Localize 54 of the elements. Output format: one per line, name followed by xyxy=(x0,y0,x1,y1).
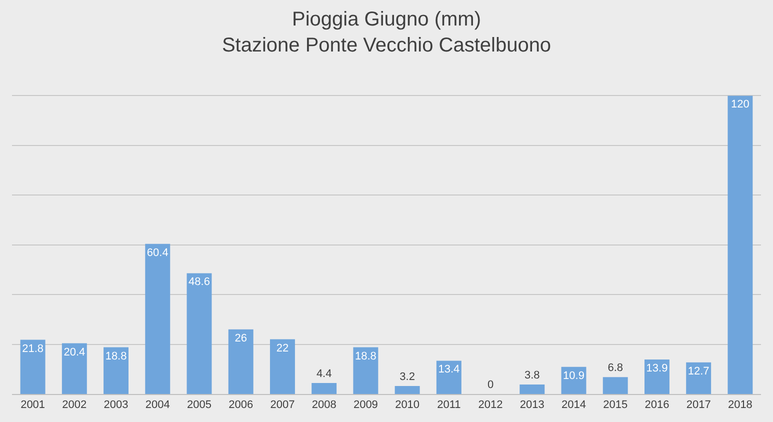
data-label: 13.4 xyxy=(438,364,460,376)
data-label: 0 xyxy=(487,379,494,391)
data-label: 4.4 xyxy=(316,368,332,380)
x-tick-label: 2013 xyxy=(520,399,544,412)
bar xyxy=(186,273,212,394)
x-tick-label: 2015 xyxy=(603,399,628,412)
data-label: 13.9 xyxy=(646,362,668,374)
x-tick-label: 2011 xyxy=(437,399,461,412)
x-tick-label: 2009 xyxy=(353,399,378,412)
bar xyxy=(145,244,170,394)
x-tick-label: 2016 xyxy=(644,399,670,412)
x-tick-label: 2008 xyxy=(312,399,336,412)
data-label: 26 xyxy=(234,332,247,344)
bar xyxy=(353,347,378,394)
bar xyxy=(728,96,753,394)
bar xyxy=(228,329,254,394)
x-tick-label: 2004 xyxy=(145,399,170,412)
data-label: 3.8 xyxy=(524,370,540,382)
bar xyxy=(436,360,462,394)
bar xyxy=(602,377,628,394)
chart-subtitle: Stazione Ponte Vecchio Castelbuono xyxy=(222,34,552,56)
data-label: 60.4 xyxy=(146,246,168,259)
bar xyxy=(312,383,337,394)
x-tick-label: 2001 xyxy=(20,399,46,412)
data-label: 3.2 xyxy=(400,371,415,384)
bar xyxy=(520,384,545,394)
data-label: 120 xyxy=(731,98,750,111)
bar xyxy=(104,347,129,394)
x-tick-label: 2005 xyxy=(187,399,212,412)
data-label: 10.9 xyxy=(563,370,584,382)
data-label: 18.8 xyxy=(354,350,376,362)
x-tick-label: 2007 xyxy=(270,399,295,412)
x-tick-label: 2006 xyxy=(228,399,254,412)
bar xyxy=(686,362,712,394)
x-tick-label: 2003 xyxy=(104,399,128,412)
data-label: 12.7 xyxy=(688,365,710,378)
chart-title: Pioggia Giugno (mm) xyxy=(292,8,481,30)
x-tick-label: 2018 xyxy=(728,399,752,412)
data-label: 21.8 xyxy=(22,342,44,355)
x-tick-label: 2012 xyxy=(478,399,503,412)
data-label: 48.6 xyxy=(188,276,210,288)
data-label: 22 xyxy=(276,342,289,354)
x-tick-label: 2014 xyxy=(562,399,586,412)
x-tick-label: 2010 xyxy=(395,399,420,412)
data-label: 18.8 xyxy=(105,350,127,362)
bar xyxy=(20,340,46,394)
data-label: 20.4 xyxy=(64,346,86,358)
bar xyxy=(62,343,87,394)
bar xyxy=(394,386,420,394)
bar xyxy=(270,339,295,394)
x-tick-label: 2002 xyxy=(62,399,87,412)
bar xyxy=(644,359,670,394)
x-tick-label: 2017 xyxy=(686,399,711,412)
data-label: 6.8 xyxy=(608,362,624,374)
